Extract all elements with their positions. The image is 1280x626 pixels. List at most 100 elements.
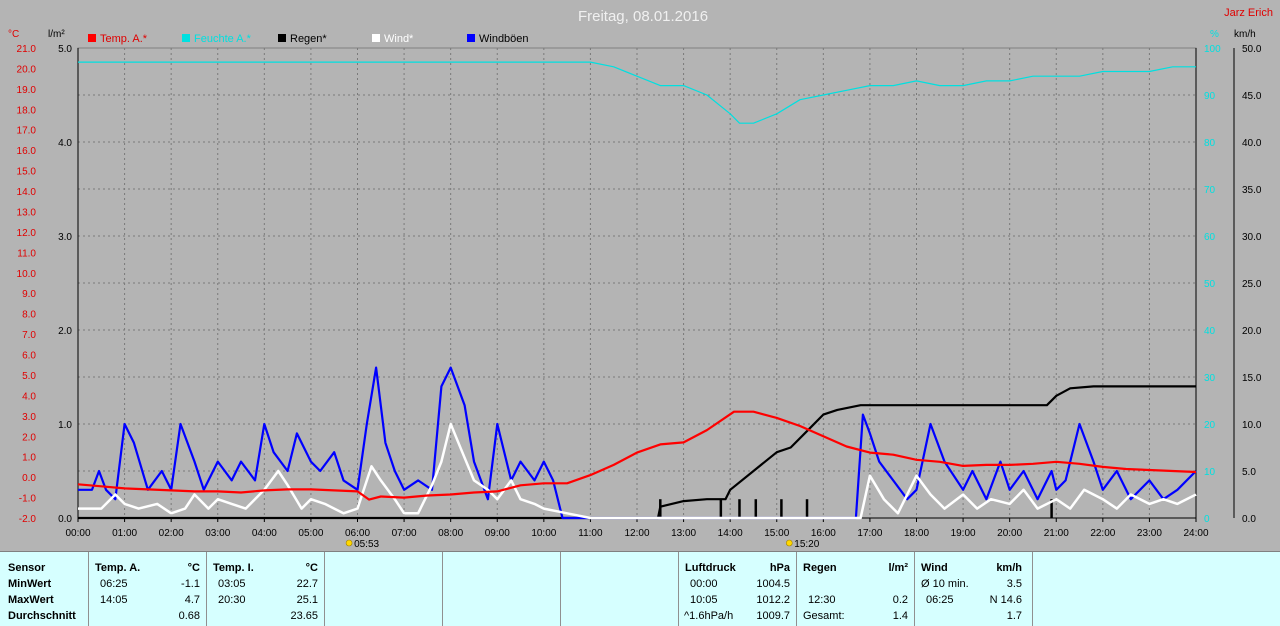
y-tick-label-temp: 18.0 [17, 105, 37, 116]
stats-rain-total-label: Gesamt: [803, 610, 845, 622]
legend-label-temp: Temp. A.* [100, 33, 148, 45]
x-tick-label: 10:00 [531, 528, 556, 539]
sunrise-label: 05:53 [354, 539, 379, 550]
stats-wind-avg10-label: Ø 10 min. [921, 578, 969, 590]
x-tick-label: 16:00 [811, 528, 836, 539]
y-tick-label-temp: 10.0 [17, 269, 37, 280]
axis-unit-humidity: % [1210, 29, 1219, 40]
stats-wind-max-val: N 14.6 [989, 594, 1022, 606]
y-tick-label-humidity: 20 [1204, 420, 1216, 431]
y-tick-label-temp: 17.0 [17, 126, 37, 137]
stats-pressure-max-time: 10:05 [690, 594, 718, 606]
weather-chart: Freitag, 08.01.2016 Jarz Erich °C l/m² %… [8, 7, 1273, 550]
y-tick-label-rain: 4.0 [58, 138, 72, 149]
x-tick-label: 08:00 [438, 528, 463, 539]
stats-row-label: Durchschnitt [8, 610, 76, 622]
stats-wind-unit: km/h [996, 562, 1022, 574]
x-tick-label: 19:00 [951, 528, 976, 539]
y-tick-label-wind: 45.0 [1242, 91, 1262, 102]
y-tick-label-temp: 11.0 [17, 248, 36, 259]
x-tick-label: 00:00 [65, 528, 90, 539]
stats-pressure-avg-val: 1009.7 [756, 610, 790, 622]
x-tick-label: 02:00 [159, 528, 184, 539]
series-temp [77, 410, 1197, 501]
legend: Temp. A.* Feuchte A.* Regen* Wind* Windböen [88, 33, 529, 45]
y-tick-label-temp: 8.0 [22, 310, 36, 321]
y-tick-label-humidity: 50 [1204, 279, 1216, 290]
stats-temp-a-max-time: 14:05 [100, 594, 128, 606]
x-tick-label: 07:00 [392, 528, 417, 539]
stats-rain-max-time: 12:30 [808, 594, 836, 606]
legend-swatch-humidity [182, 34, 190, 42]
x-tick-label: 01:00 [112, 528, 137, 539]
y-tick-label-temp: 1.0 [22, 453, 36, 464]
y-tick-label-wind: 35.0 [1242, 185, 1262, 196]
x-tick-label: 24:00 [1183, 528, 1208, 539]
stats-temp-a-header: Temp. A. [95, 562, 141, 574]
y-tick-label-humidity: 10 [1204, 467, 1216, 478]
stats-wind-header: Wind [921, 562, 948, 574]
x-tick-label: 03:00 [205, 528, 230, 539]
y-tick-label-temp: -2.0 [19, 514, 37, 525]
x-tick-label: 18:00 [904, 528, 929, 539]
y-tick-label-temp: 6.0 [22, 351, 36, 362]
axis-unit-temp: °C [8, 29, 19, 40]
x-tick-label: 09:00 [485, 528, 510, 539]
sunset-label: 15:20 [794, 539, 819, 550]
grid [77, 47, 1197, 519]
stats-rain-max-val: 0.2 [892, 594, 908, 606]
stats-rain-header: Regen [803, 562, 837, 574]
y-tick-label-rain: 0.0 [58, 514, 72, 525]
y-tick-label-temp: 2.0 [22, 432, 36, 443]
axis-unit-rain: l/m² [48, 29, 65, 40]
y-tick-label-humidity: 40 [1204, 326, 1216, 337]
y-tick-label-temp: 0.0 [22, 473, 36, 484]
x-tick-label: 23:00 [1137, 528, 1162, 539]
y-tick-label-wind: 20.0 [1242, 326, 1262, 337]
stats-wind-avg-val: 1.7 [1006, 610, 1022, 622]
stats-temp-a-min-time: 06:25 [100, 578, 128, 590]
y-tick-label-humidity: 80 [1204, 138, 1216, 149]
x-tick-label: 04:00 [252, 528, 277, 539]
y-tick-label-humidity: 30 [1204, 373, 1216, 384]
stats-temp-a-avg-val: 0.68 [178, 610, 200, 622]
y-tick-label-humidity: 0 [1204, 514, 1210, 525]
stats-row-label: MaxWert [8, 594, 54, 606]
y-tick-label-rain: 1.0 [58, 420, 72, 431]
stats-row-label: MinWert [8, 578, 52, 590]
y-tick-label-humidity: 60 [1204, 232, 1216, 243]
y-tick-label-humidity: 90 [1204, 91, 1216, 102]
stats-wind-max-time: 06:25 [926, 594, 954, 606]
stats-rain-unit: l/m² [888, 562, 908, 574]
legend-label-gust: Windböen [479, 33, 529, 45]
stats-pressure-header: Luftdruck [685, 562, 736, 574]
y-tick-label-wind: 25.0 [1242, 279, 1262, 290]
y-tick-label-temp: 14.0 [17, 187, 37, 198]
legend-label-rain: Regen* [290, 33, 327, 45]
legend-label-wind: Wind* [384, 33, 414, 45]
y-tick-label-temp: 19.0 [17, 85, 37, 96]
series-layer [77, 61, 1197, 520]
series-wind [78, 422, 1197, 520]
legend-swatch-wind [372, 34, 380, 42]
y-tick-label-wind: 50.0 [1242, 44, 1262, 55]
stats-pressure-max-val: 1012.2 [756, 594, 790, 606]
author-label: Jarz Erich [1224, 7, 1273, 19]
y-tick-label-temp: 12.0 [17, 228, 37, 239]
stats-temp-i-header: Temp. I. [213, 562, 254, 574]
y-tick-label-temp: 20.0 [17, 64, 37, 75]
axes: 00:00 01:00 02:00 03:00 04:00 05:00 06:00 07:00… [17, 44, 1262, 550]
y-tick-label-humidity: 100 [1204, 44, 1221, 55]
stats-temp-i-unit: °C [305, 562, 318, 574]
stats-pressure-trend: ^1.6hPa/h [684, 610, 734, 622]
stats-temp-i-min-time: 03:05 [218, 578, 246, 590]
y-tick-label-rain: 2.0 [58, 326, 72, 337]
y-tick-label-temp: 15.0 [17, 167, 37, 178]
y-tick-label-wind: 30.0 [1242, 232, 1262, 243]
sunrise-icon [345, 539, 353, 547]
y-tick-label-temp: 13.0 [17, 207, 37, 218]
x-tick-label: 17:00 [857, 528, 882, 539]
x-tick-label: 11:00 [578, 528, 603, 539]
chart-title: Freitag, 08.01.2016 [578, 8, 708, 25]
x-tick-label: 20:00 [997, 528, 1022, 539]
